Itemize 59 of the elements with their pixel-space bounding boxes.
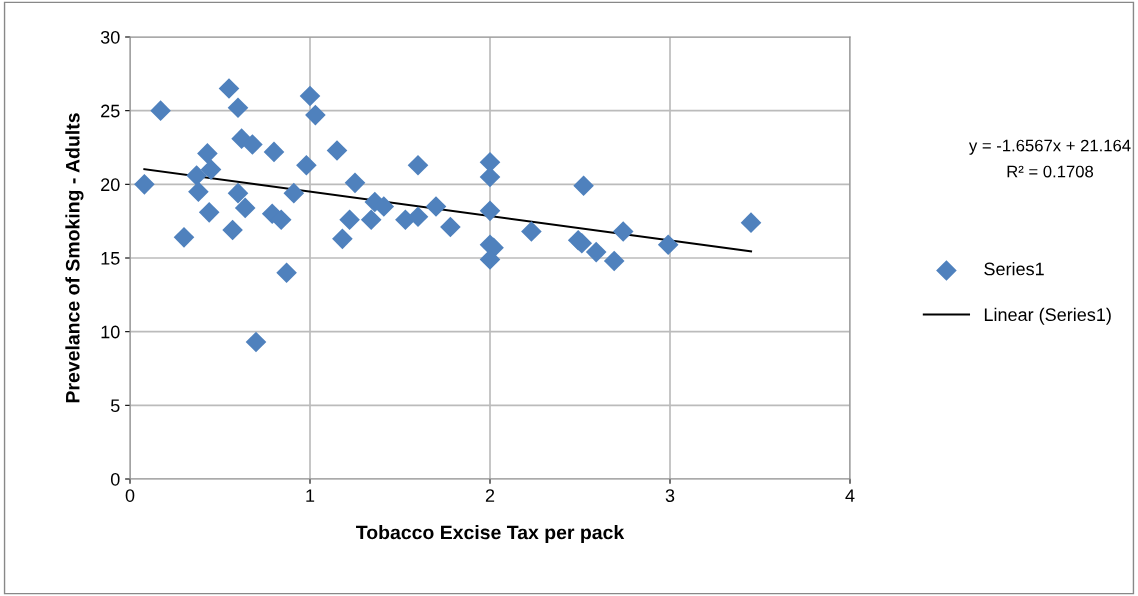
point xyxy=(234,197,256,219)
point xyxy=(425,196,447,217)
point xyxy=(573,175,594,197)
y-tick-label: 10 xyxy=(101,325,120,339)
y-tick-label: 0 xyxy=(110,472,120,486)
point xyxy=(407,206,429,228)
point xyxy=(276,262,297,284)
y-tick-label: 25 xyxy=(101,104,120,118)
x-axis-title: Tobacco Excise Tax per pack xyxy=(356,525,625,544)
point xyxy=(479,249,501,270)
x-tick-label: 4 xyxy=(845,489,855,502)
point xyxy=(263,141,285,163)
point xyxy=(270,209,292,230)
x-tick-label: 2 xyxy=(485,489,495,502)
point xyxy=(173,227,195,248)
point xyxy=(188,181,209,202)
point xyxy=(186,165,207,186)
point xyxy=(198,202,220,223)
y-tick-label: 15 xyxy=(101,252,120,265)
point xyxy=(326,140,348,161)
point xyxy=(360,209,382,230)
point xyxy=(585,241,607,263)
point xyxy=(339,209,360,230)
point xyxy=(283,182,305,204)
point xyxy=(407,154,429,176)
point xyxy=(134,174,155,195)
point xyxy=(657,234,679,256)
point xyxy=(344,172,366,194)
y-axis-title: Prevelance of Smoking - Adults xyxy=(65,113,84,403)
x-tick-label: 1 xyxy=(306,489,315,502)
y-tick-label: 5 xyxy=(110,399,120,413)
point xyxy=(440,216,461,238)
point xyxy=(197,143,218,164)
point xyxy=(332,228,353,250)
point xyxy=(612,221,634,242)
point xyxy=(245,331,267,353)
point xyxy=(603,250,625,272)
point xyxy=(521,221,542,242)
point xyxy=(227,182,249,204)
y-tick-label: 30 xyxy=(100,30,120,44)
point xyxy=(296,154,317,176)
text: y = -1.6567x + 21.164 xyxy=(968,139,1131,155)
point xyxy=(200,159,222,180)
point xyxy=(242,134,263,155)
y-tick-label: 20 xyxy=(101,178,120,192)
point xyxy=(222,219,243,241)
point xyxy=(479,200,501,222)
point xyxy=(479,166,501,188)
x-tick-label: 3 xyxy=(665,489,675,502)
point xyxy=(218,78,240,99)
x-tick-label: 0 xyxy=(125,489,135,502)
point xyxy=(227,97,249,119)
point xyxy=(150,100,171,121)
point xyxy=(299,85,321,107)
text: R² = 0.1708 xyxy=(1007,165,1094,178)
legend-label: Series1 xyxy=(984,262,1044,276)
legend-label: Linear (Series1) xyxy=(984,307,1111,325)
point xyxy=(305,104,326,126)
point xyxy=(740,212,762,233)
